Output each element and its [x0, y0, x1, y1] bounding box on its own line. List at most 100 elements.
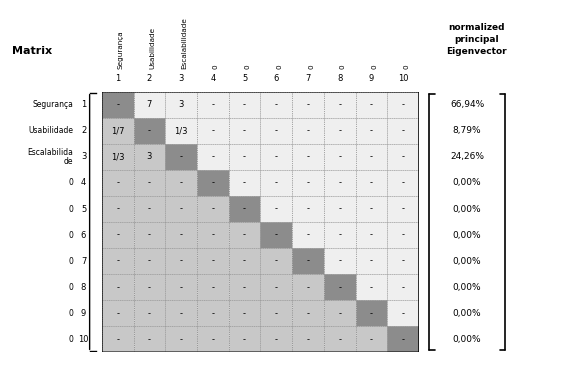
Text: Matrix: Matrix — [12, 46, 52, 57]
Bar — [292, 300, 324, 326]
Text: -: - — [402, 126, 404, 135]
Text: -: - — [307, 178, 310, 188]
Text: -: - — [402, 335, 404, 344]
Bar — [197, 248, 229, 274]
Bar — [102, 92, 133, 118]
Bar — [260, 144, 292, 170]
Text: 3: 3 — [81, 152, 86, 161]
Text: -: - — [307, 335, 310, 344]
Text: -: - — [148, 335, 151, 344]
Text: 3: 3 — [179, 74, 184, 83]
Text: -: - — [338, 257, 341, 266]
Bar — [292, 196, 324, 222]
Bar — [292, 118, 324, 144]
Text: -: - — [243, 335, 246, 344]
Text: 0: 0 — [244, 65, 251, 69]
Text: 0,00%: 0,00% — [453, 257, 481, 266]
Text: -: - — [307, 230, 310, 240]
Bar — [387, 222, 419, 248]
Text: 0,00%: 0,00% — [453, 283, 481, 292]
Text: 8: 8 — [81, 283, 86, 292]
Text: -: - — [370, 100, 373, 109]
Text: 8: 8 — [337, 74, 342, 83]
Text: -: - — [370, 230, 373, 240]
Bar — [324, 300, 356, 326]
Bar — [197, 118, 229, 144]
Text: -: - — [211, 230, 214, 240]
Text: -: - — [275, 230, 278, 240]
Text: 7: 7 — [306, 74, 311, 83]
Text: -: - — [402, 100, 404, 109]
Text: -: - — [370, 283, 373, 292]
Text: -: - — [402, 152, 404, 161]
Text: Usabilidade: Usabilidade — [29, 126, 73, 135]
Bar — [292, 92, 324, 118]
Bar — [260, 300, 292, 326]
Bar — [387, 118, 419, 144]
Text: -: - — [370, 152, 373, 161]
Bar — [229, 300, 260, 326]
Text: -: - — [116, 204, 119, 214]
Text: -: - — [307, 152, 310, 161]
Bar — [324, 248, 356, 274]
Bar — [165, 118, 197, 144]
Text: -: - — [402, 230, 404, 240]
Bar — [165, 92, 197, 118]
Bar — [197, 222, 229, 248]
Text: 1: 1 — [115, 74, 120, 83]
Text: -: - — [402, 283, 404, 292]
Bar — [292, 144, 324, 170]
Bar — [133, 196, 165, 222]
Bar — [356, 196, 388, 222]
Bar — [102, 326, 133, 352]
Bar — [229, 196, 260, 222]
Text: 10: 10 — [78, 335, 89, 344]
Bar — [260, 92, 292, 118]
Text: -: - — [402, 309, 404, 318]
Text: -: - — [307, 204, 310, 214]
Text: -: - — [180, 257, 183, 266]
Text: -: - — [180, 204, 183, 214]
Bar — [356, 118, 388, 144]
Bar — [102, 170, 133, 196]
Text: -: - — [116, 309, 119, 318]
Text: 0: 0 — [403, 65, 409, 69]
Text: -: - — [243, 204, 246, 214]
Bar — [260, 326, 292, 352]
Text: 6: 6 — [274, 74, 279, 83]
Bar — [102, 118, 133, 144]
Text: -: - — [275, 178, 278, 188]
Bar — [229, 222, 260, 248]
Bar — [133, 222, 165, 248]
Bar — [356, 326, 388, 352]
Bar — [260, 196, 292, 222]
Bar — [133, 248, 165, 274]
Text: 4: 4 — [210, 74, 215, 83]
Text: -: - — [180, 178, 183, 188]
Bar — [292, 274, 324, 300]
Bar — [102, 196, 133, 222]
Text: -: - — [338, 152, 341, 161]
Bar — [387, 170, 419, 196]
Text: -: - — [211, 335, 214, 344]
Bar — [133, 118, 165, 144]
Text: -: - — [211, 100, 214, 109]
Bar — [133, 170, 165, 196]
Bar — [324, 118, 356, 144]
Text: 9: 9 — [369, 74, 374, 83]
Text: -: - — [307, 100, 310, 109]
Bar — [165, 144, 197, 170]
Text: -: - — [370, 257, 373, 266]
Bar — [229, 170, 260, 196]
Bar — [197, 300, 229, 326]
Text: -: - — [275, 309, 278, 318]
Bar — [356, 144, 388, 170]
Bar — [324, 144, 356, 170]
Text: -: - — [275, 204, 278, 214]
Text: -: - — [148, 283, 151, 292]
Text: 2: 2 — [147, 74, 152, 83]
Bar — [387, 92, 419, 118]
Text: -: - — [243, 257, 246, 266]
Bar — [387, 326, 419, 352]
Text: -: - — [338, 335, 341, 344]
